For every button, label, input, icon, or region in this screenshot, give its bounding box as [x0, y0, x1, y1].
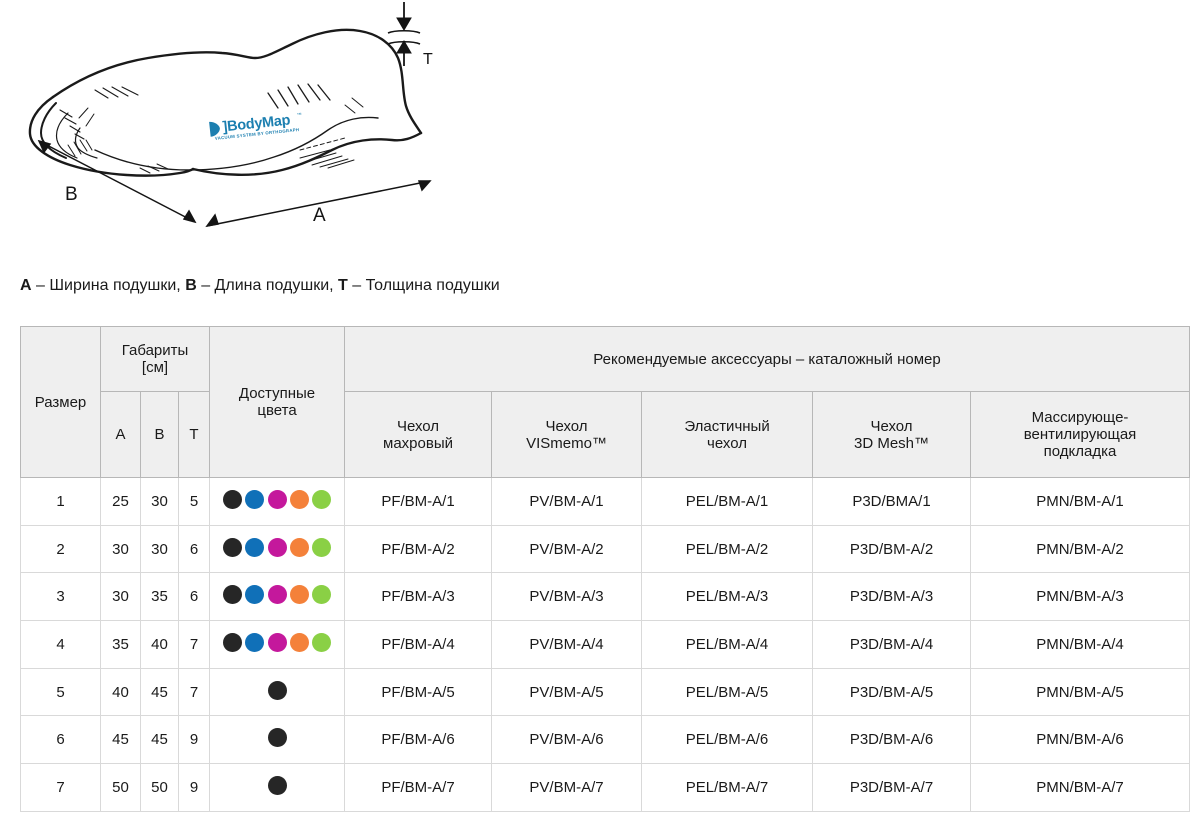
svg-text:A: A: [313, 205, 326, 226]
svg-text:B: B: [65, 184, 78, 205]
svg-text:™: ™: [297, 112, 303, 118]
svg-text:T: T: [423, 51, 433, 68]
